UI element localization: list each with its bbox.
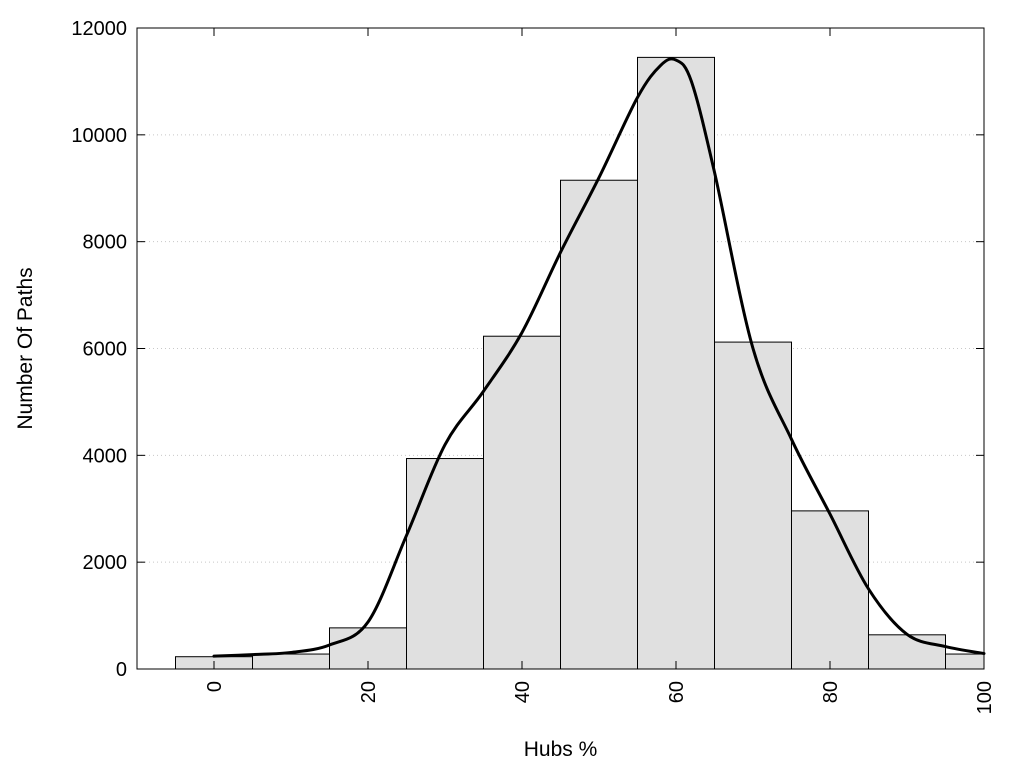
histogram-bar	[637, 56, 715, 670]
x-tick-label: 0	[204, 681, 226, 692]
histogram-bar	[483, 335, 561, 670]
y-tick-label: 4000	[83, 445, 128, 467]
histogram-bar	[714, 341, 792, 670]
y-axis-ticks: 0 2000 4000 6000 8000 10000 12000	[71, 18, 984, 681]
density-curve	[212, 57, 986, 658]
y-tick-label: 12000	[71, 18, 127, 40]
y-tick-label: 10000	[71, 125, 127, 147]
x-axis-label: Hubs %	[524, 738, 598, 761]
y-tick-label: 0	[116, 659, 127, 681]
histogram-bar	[560, 179, 638, 670]
y-tick-label: 6000	[83, 339, 128, 361]
y-axis-label: Number Of Paths	[14, 267, 37, 429]
histogram-bar	[868, 634, 946, 670]
histogram-bar	[791, 510, 869, 670]
x-tick-label: 80	[820, 681, 842, 703]
x-tick-label: 40	[512, 681, 534, 703]
y-tick-label: 2000	[83, 552, 128, 574]
y-tick-label: 8000	[83, 232, 128, 254]
histogram-bar	[945, 653, 985, 670]
histogram-bar	[406, 458, 484, 670]
x-tick-label: 100	[974, 681, 996, 714]
x-axis-ticks: 0 20 40 60 80 100	[204, 28, 996, 714]
x-tick-label: 20	[358, 681, 380, 703]
histogram-bar	[252, 653, 330, 670]
x-tick-label: 60	[666, 681, 688, 703]
